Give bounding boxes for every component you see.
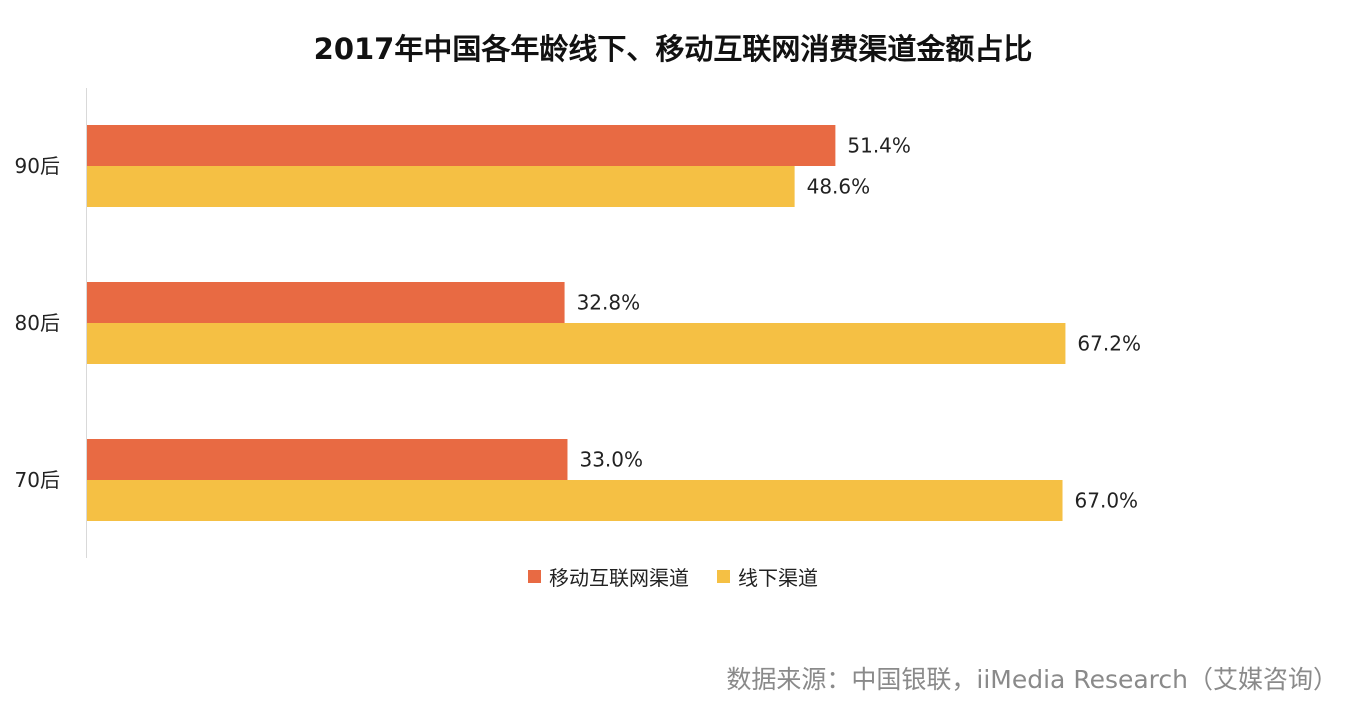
- bar-offline: [87, 480, 1063, 521]
- data-label: 51.4%: [847, 134, 911, 158]
- category-label: 90后: [15, 154, 60, 178]
- bar-mobile: [87, 125, 836, 166]
- legend-item-mobile: 移动互联网渠道: [528, 562, 689, 591]
- legend-label-offline: 线下渠道: [738, 566, 818, 590]
- chart-title: 2017年中国各年龄线下、移动互联网消费渠道金额占比: [313, 32, 1033, 66]
- data-label: 48.6%: [807, 175, 871, 199]
- legend-swatch-offline: [717, 570, 730, 583]
- bar-offline: [87, 166, 795, 207]
- source-note: 数据来源：中国银联，iiMedia Research（艾媒咨询）: [726, 665, 1338, 694]
- data-label: 33.0%: [579, 448, 643, 472]
- data-label: 67.2%: [1077, 332, 1141, 356]
- data-label: 32.8%: [577, 291, 641, 315]
- legend-item-offline: 线下渠道: [717, 562, 818, 591]
- data-label: 67.0%: [1075, 489, 1139, 513]
- legend: 移动互联网渠道 线下渠道: [0, 562, 1346, 591]
- category-label: 80后: [15, 311, 60, 335]
- bar-mobile: [87, 439, 568, 480]
- bar-mobile: [87, 282, 565, 323]
- bar-offline: [87, 323, 1066, 364]
- legend-label-mobile: 移动互联网渠道: [549, 566, 689, 590]
- legend-swatch-mobile: [528, 570, 541, 583]
- category-label: 70后: [15, 468, 60, 492]
